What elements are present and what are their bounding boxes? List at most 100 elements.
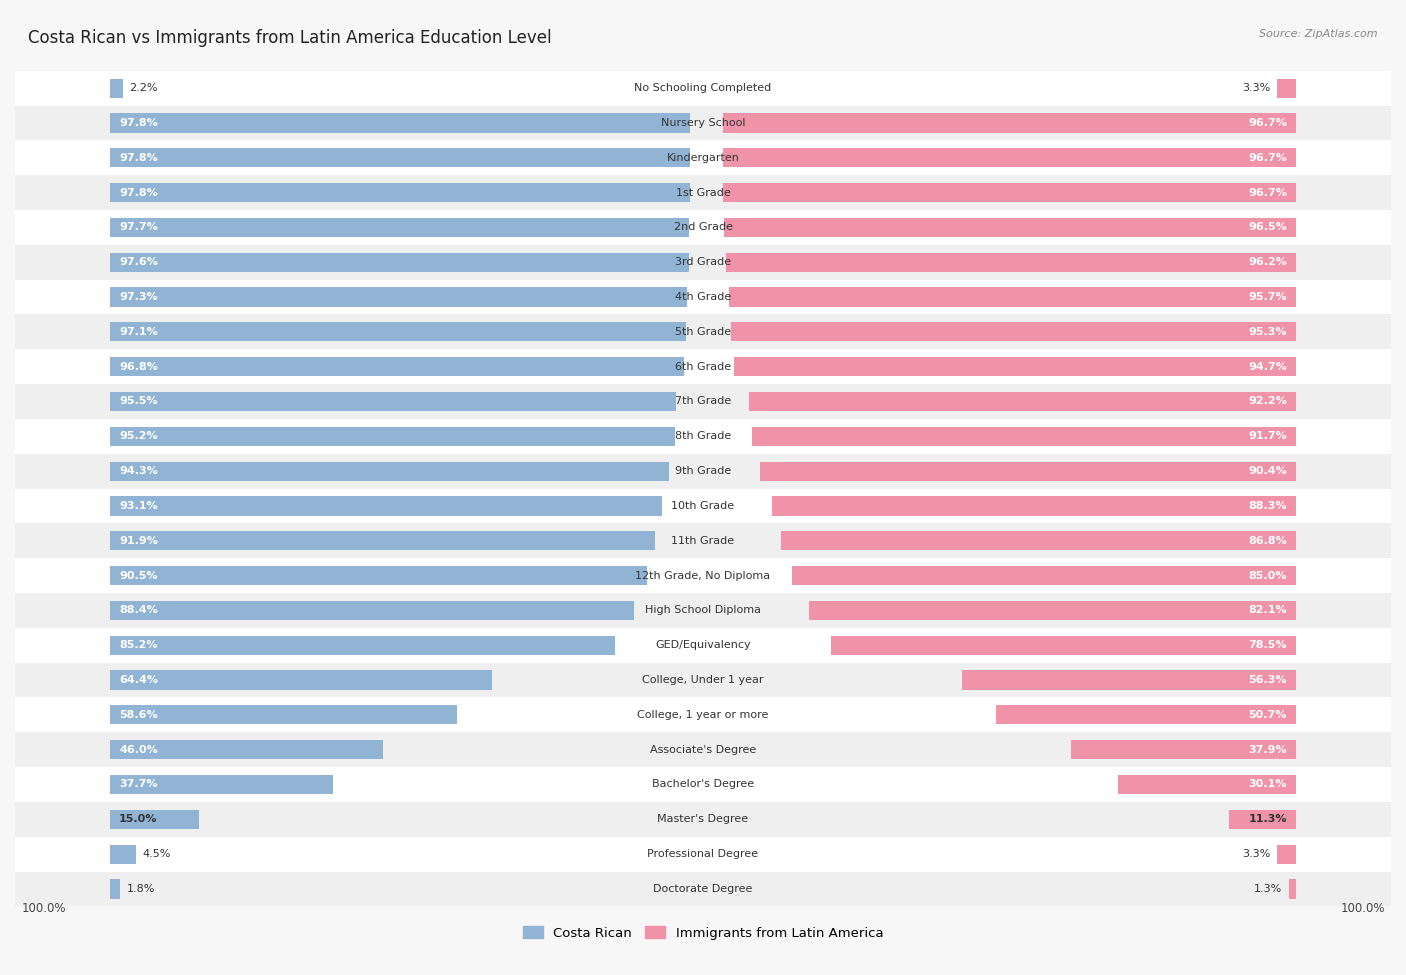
Text: Source: ZipAtlas.com: Source: ZipAtlas.com [1260,29,1378,39]
Legend: Costa Rican, Immigrants from Latin America: Costa Rican, Immigrants from Latin Ameri… [517,921,889,945]
Bar [110,636,616,655]
Bar [110,357,683,376]
Text: 12th Grade, No Diploma: 12th Grade, No Diploma [636,570,770,580]
Bar [8,801,1398,837]
Bar [110,323,686,341]
Text: 3rd Grade: 3rd Grade [675,257,731,267]
Text: 90.5%: 90.5% [120,570,157,580]
Text: 90.4%: 90.4% [1249,466,1286,476]
Text: 37.9%: 37.9% [1249,745,1286,755]
Bar [8,280,1398,315]
Bar [8,593,1398,628]
Bar [724,217,1296,237]
Text: 64.4%: 64.4% [120,675,157,685]
Text: 97.7%: 97.7% [120,222,157,232]
Bar [110,217,689,237]
Bar [110,79,122,98]
Text: 86.8%: 86.8% [1249,535,1286,546]
Bar [110,427,675,446]
Text: 4th Grade: 4th Grade [675,292,731,302]
Bar [8,71,1398,105]
Text: 97.6%: 97.6% [120,257,157,267]
Bar [8,872,1398,907]
Text: 82.1%: 82.1% [1249,605,1286,615]
Text: College, Under 1 year: College, Under 1 year [643,675,763,685]
Text: 6th Grade: 6th Grade [675,362,731,371]
Text: 11th Grade: 11th Grade [672,535,734,546]
Text: GED/Equivalency: GED/Equivalency [655,641,751,650]
Bar [749,392,1296,411]
Text: 96.7%: 96.7% [1249,153,1286,163]
Bar [110,113,690,133]
Text: College, 1 year or more: College, 1 year or more [637,710,769,720]
Bar [8,663,1398,697]
Bar [110,496,662,516]
Text: 92.2%: 92.2% [1249,397,1286,407]
Bar [110,879,121,899]
Bar [110,183,690,202]
Bar [1289,879,1296,899]
Text: 88.4%: 88.4% [120,605,157,615]
Text: Doctorate Degree: Doctorate Degree [654,884,752,894]
Bar [8,140,1398,175]
Text: 100.0%: 100.0% [21,902,66,915]
Bar [110,601,634,620]
Text: 1.8%: 1.8% [127,884,155,894]
Bar [8,349,1398,384]
Bar [110,392,676,411]
Text: Bachelor's Degree: Bachelor's Degree [652,779,754,790]
Bar [1118,775,1296,794]
Text: 15.0%: 15.0% [120,814,157,824]
Bar [110,705,457,724]
Bar [110,775,333,794]
Bar [8,176,1398,210]
Text: 97.3%: 97.3% [120,292,157,302]
Bar [782,531,1296,550]
Bar [8,767,1398,801]
Bar [723,183,1296,202]
Text: 91.9%: 91.9% [120,535,157,546]
Text: 96.5%: 96.5% [1249,222,1286,232]
Bar [752,427,1296,446]
Text: Associate's Degree: Associate's Degree [650,745,756,755]
Text: Professional Degree: Professional Degree [647,849,759,859]
Bar [110,288,688,306]
Text: 96.8%: 96.8% [120,362,157,371]
Text: 94.3%: 94.3% [120,466,157,476]
Text: 94.7%: 94.7% [1249,362,1286,371]
Bar [772,496,1296,516]
Text: 100.0%: 100.0% [1340,902,1385,915]
Bar [1229,809,1296,829]
Text: High School Diploma: High School Diploma [645,605,761,615]
Bar [728,288,1296,306]
Text: 9th Grade: 9th Grade [675,466,731,476]
Text: 1.3%: 1.3% [1254,884,1282,894]
Text: 96.7%: 96.7% [1249,118,1286,128]
Bar [8,628,1398,663]
Text: 97.8%: 97.8% [120,118,157,128]
Text: 50.7%: 50.7% [1249,710,1286,720]
Bar [1277,844,1296,864]
Text: 8th Grade: 8th Grade [675,431,731,442]
Text: 93.1%: 93.1% [120,501,157,511]
Text: 5th Grade: 5th Grade [675,327,731,336]
Text: 97.8%: 97.8% [120,153,157,163]
Text: 3.3%: 3.3% [1241,849,1271,859]
Bar [995,705,1296,724]
Text: Master's Degree: Master's Degree [658,814,748,824]
Bar [110,253,689,272]
Bar [723,113,1296,133]
Bar [8,488,1398,524]
Text: Costa Rican vs Immigrants from Latin America Education Level: Costa Rican vs Immigrants from Latin Ame… [28,29,551,47]
Text: 95.5%: 95.5% [120,397,157,407]
Bar [8,210,1398,245]
Bar [8,245,1398,280]
Text: 56.3%: 56.3% [1249,675,1286,685]
Bar [110,809,198,829]
Text: Kindergarten: Kindergarten [666,153,740,163]
Text: 95.7%: 95.7% [1249,292,1286,302]
Text: 7th Grade: 7th Grade [675,397,731,407]
Bar [8,697,1398,732]
Bar [8,105,1398,140]
Bar [734,357,1296,376]
